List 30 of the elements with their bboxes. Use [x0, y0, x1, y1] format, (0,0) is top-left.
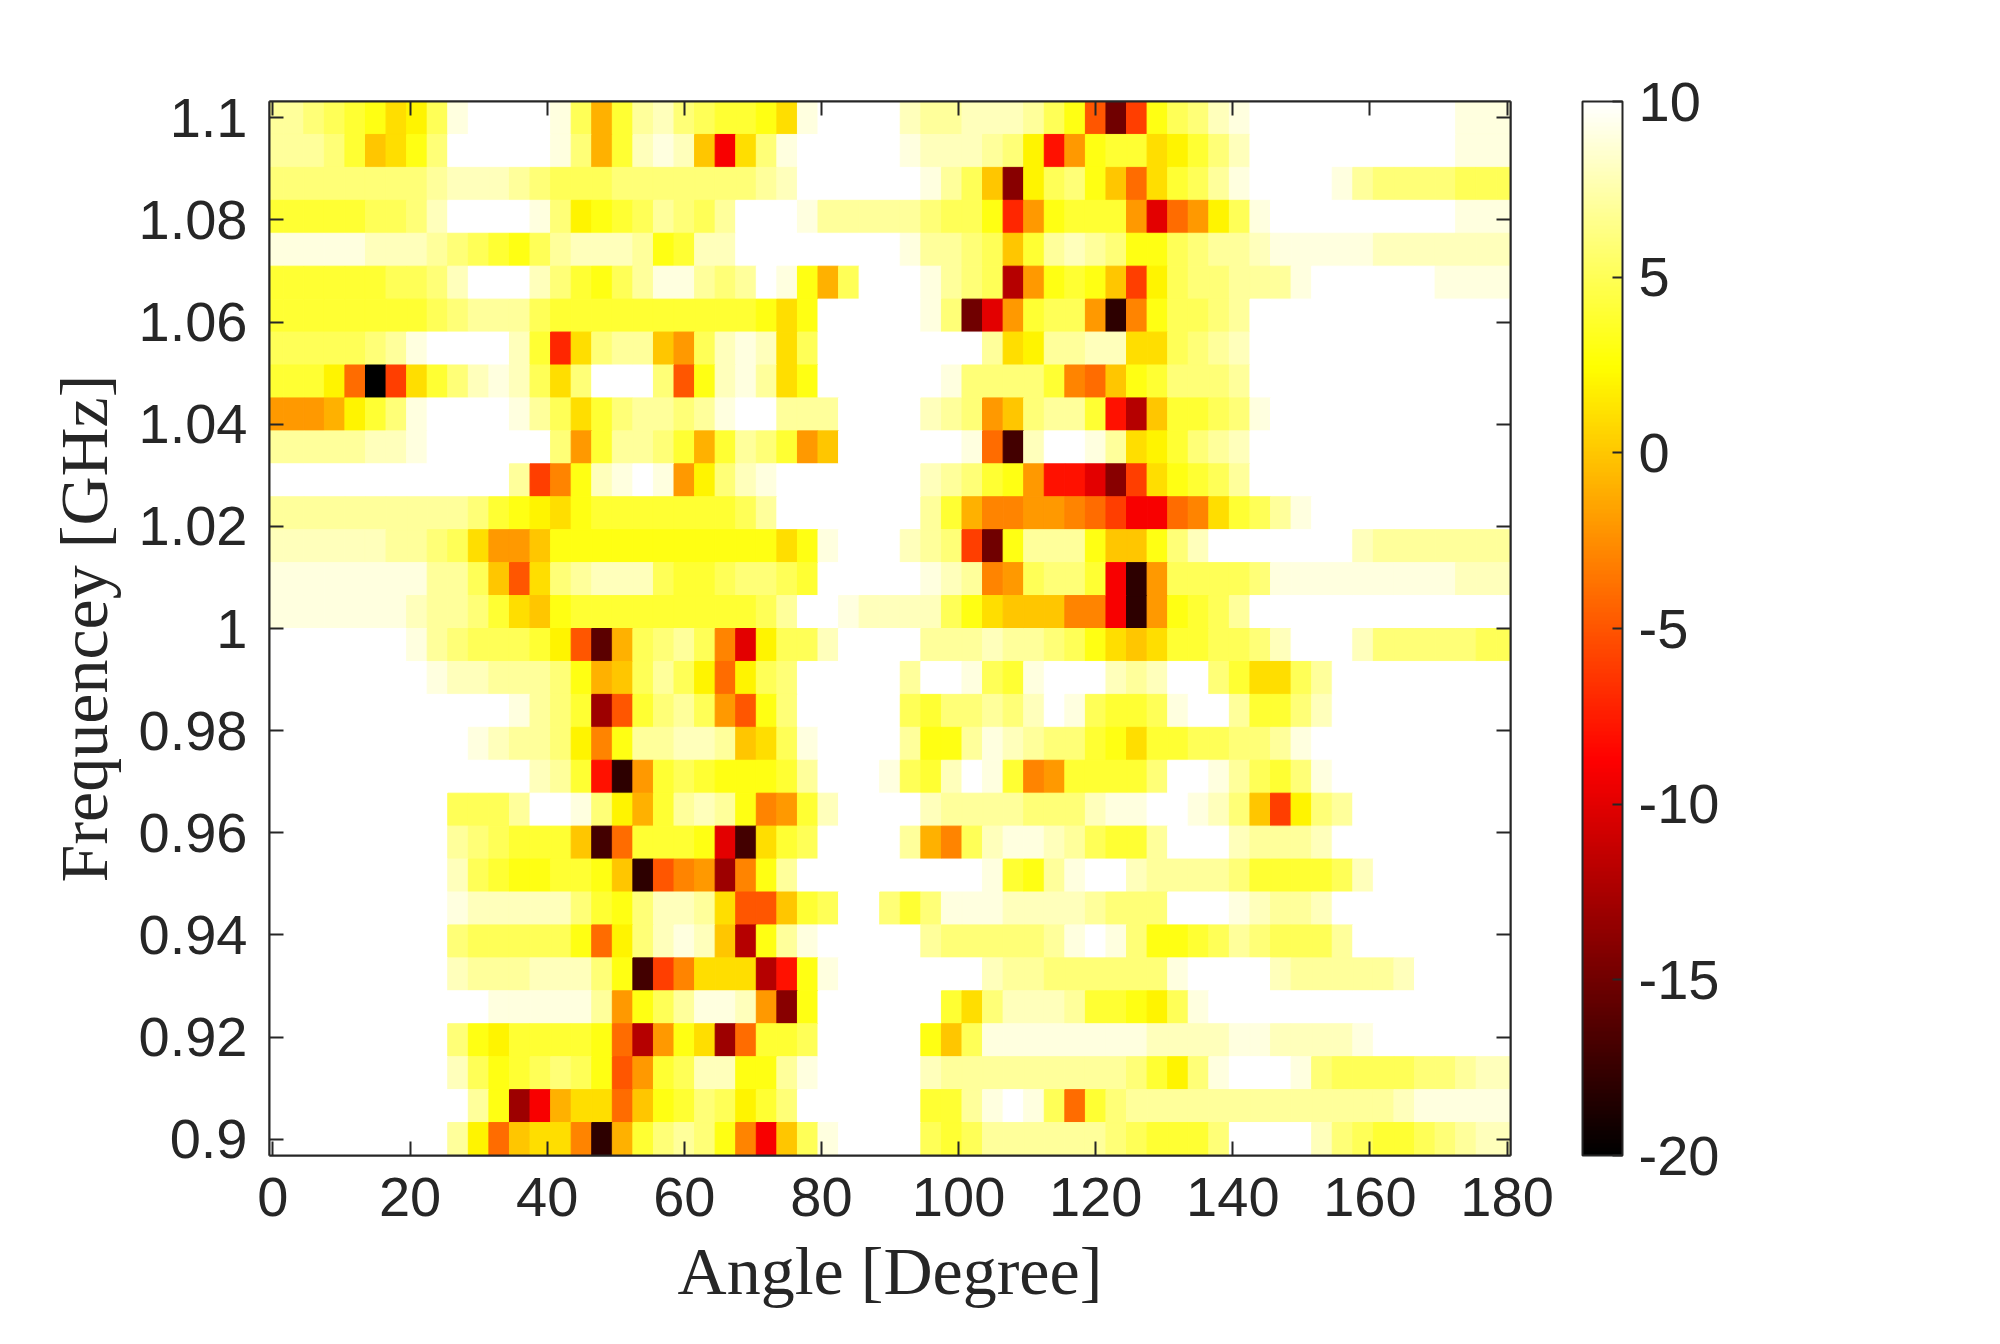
y-tick-label: 1 — [216, 596, 248, 660]
color-bar-label: -5 — [1638, 596, 1689, 660]
y-axis-title: Frequencey [GHz] — [45, 374, 122, 883]
y-tick-label: 0.94 — [138, 902, 248, 966]
color-bar-label: -20 — [1638, 1123, 1720, 1187]
x-tick-label: 80 — [790, 1164, 853, 1228]
y-tick-label: 1.08 — [138, 187, 248, 251]
y-tick-label: 1.1 — [169, 85, 248, 149]
y-tick-label: 0.96 — [138, 800, 248, 864]
x-tick-label: 20 — [378, 1164, 442, 1228]
color-bar-label: -15 — [1638, 947, 1720, 1011]
x-axis-title: Angle [Degree] — [677, 1232, 1103, 1309]
x-tick-label: 0 — [257, 1164, 289, 1228]
y-tick-label: 1.02 — [138, 494, 248, 558]
x-tick-label: 100 — [911, 1164, 1006, 1228]
color-bar-label: 5 — [1638, 245, 1670, 309]
x-tick-label: 180 — [1460, 1164, 1554, 1228]
y-tick-label: 0.9 — [169, 1107, 248, 1171]
color-bar-label: 0 — [1638, 420, 1670, 484]
y-tick-label: 0.98 — [138, 698, 248, 762]
y-tick-label: 1.04 — [138, 392, 248, 456]
y-tick-label: 1.06 — [138, 290, 248, 354]
x-tick-label: 60 — [653, 1164, 716, 1228]
x-tick-label: 140 — [1186, 1164, 1280, 1228]
y-tick-label: 0.92 — [138, 1005, 248, 1069]
x-tick-label: 40 — [516, 1164, 579, 1228]
x-tick-label: 120 — [1048, 1164, 1143, 1228]
x-tick-label: 160 — [1323, 1164, 1417, 1228]
color-bar-label: 10 — [1638, 69, 1701, 133]
color-bar-label: -10 — [1638, 772, 1720, 836]
